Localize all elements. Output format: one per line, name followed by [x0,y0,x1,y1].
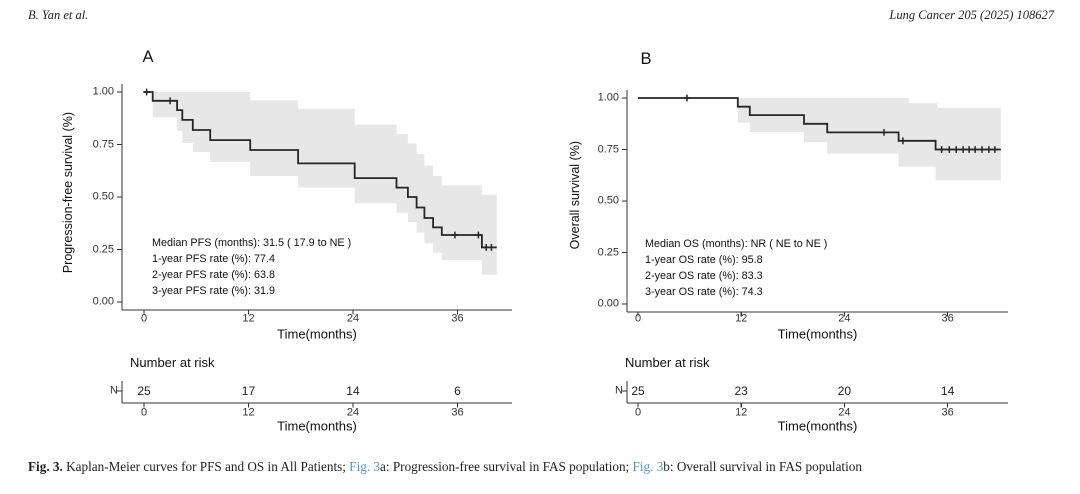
x-tick-label: 12 [735,312,748,325]
y-tick-label: 0.75 [597,143,619,155]
risk-count: 25 [631,384,645,398]
x-tick-label: 36 [451,312,464,325]
risk-tick-label: 0 [634,406,642,419]
y-tick-label: 1.00 [92,85,114,98]
km-panel-a: 1.00 0.75 0.50 0.25 0.00 0 12 24 36 A Progression-… [55,45,540,449]
header-citation: Lung Cancer 205 (2025) 108627 [889,8,1054,22]
panel-letter: A [142,47,154,66]
y-tick-label: 0.25 [597,246,619,258]
y-axis-title: Overall survival (%) [568,141,582,250]
figure-caption: Fig. 3. Kaplan-Meier curves for PFS and … [28,459,1054,475]
panel-plot-svg [622,90,1008,408]
y-tick-label: 0.75 [92,138,114,150]
annotation-line: 3-year PFS rate (%): 31.9 [152,285,276,297]
risk-count: 25 [137,384,151,398]
confidence-band [737,98,1001,181]
x-tick-label: 0 [140,312,148,325]
risk-tick-label: 12 [242,406,255,419]
y-axis-title: Progression-free survival (%) [61,112,75,274]
x-tick-label: 24 [346,312,360,325]
censor-marks [143,88,495,251]
caption-text-1: Kaplan-Meier curves for PFS and OS in Al… [62,459,350,474]
km-curve [144,91,497,249]
annotation-line: 2-year OS rate (%): 83.3 [645,270,763,282]
risk-count: 20 [837,384,852,398]
risk-count: 14 [940,384,955,398]
risk-tick-label: 36 [451,406,464,419]
risk-axis-label: N [110,384,118,397]
risk-table-title: Number at risk [130,355,215,370]
risk-count: 6 [454,384,461,398]
risk-count: 23 [734,384,748,398]
survival-stats-annotation: Median OS (months): NR ( NE to NE ) 1-yea… [645,236,827,300]
caption-text-2: a: Progression-free survival in FAS popu… [380,459,633,474]
annotation-line: 1-year PFS rate (%): 77.4 [152,253,276,265]
risk-table-title: Number at risk [625,355,710,370]
x-tick-label: 12 [242,312,255,325]
y-tick-label: 0.00 [92,295,114,308]
risk-x-axis-title: Time(months) [777,418,858,434]
caption-figref-a[interactable]: Fig. 3 [349,459,381,474]
risk-tick-label: 24 [838,406,851,419]
y-tick-label: 0.00 [597,297,619,310]
caption-text-3: b: Overall survival in FAS population [663,459,862,474]
risk-tick-label: 0 [140,406,148,419]
risk-axis-label: N [615,384,623,397]
x-axis-title: Time(months) [277,326,357,342]
risk-tick-label: 36 [941,406,954,419]
risk-x-axis-title: Time(months) [277,418,357,434]
y-tick-label: 1.00 [597,91,619,104]
annotation-line: 3-year OS rate (%): 74.3 [645,286,763,298]
confidence-band [152,92,497,275]
y-tick-label: 0.50 [92,190,114,203]
km-panel-b: 1.00 0.75 0.50 0.25 0.00 0 12 24 36 B Overall surv… [545,45,1030,449]
x-tick-label: 36 [941,312,954,325]
panel-letter: B [640,49,652,68]
annotation-line: Median OS (months): NR ( NE to NE ) [645,238,828,250]
annotation-line: 1-year OS rate (%): 95.8 [645,254,763,266]
annotation-line: 2-year PFS rate (%): 63.8 [152,269,276,281]
caption-figref-b[interactable]: Fig. 3 [632,459,664,474]
y-tick-label: 0.50 [597,194,619,207]
caption-label: Fig. 3. [28,459,63,474]
censor-marks [683,94,999,153]
x-axis-title: Time(months) [777,326,858,342]
panel-plot-svg [117,84,512,408]
annotation-line: Median PFS (months): 31.5 ( 17.9 to NE ) [152,237,352,249]
risk-count: 17 [241,384,256,398]
risk-tick-label: 24 [346,406,360,419]
survival-stats-annotation: Median PFS (months): 31.5 ( 17.9 to NE )… [152,235,351,299]
risk-tick-label: 12 [735,406,748,419]
km-curve [638,97,1001,151]
x-tick-label: 0 [634,312,642,325]
y-tick-label: 0.25 [92,243,114,255]
x-tick-label: 24 [838,312,851,325]
risk-count: 14 [346,384,360,398]
header-authors: B. Yan et al. [28,8,89,22]
